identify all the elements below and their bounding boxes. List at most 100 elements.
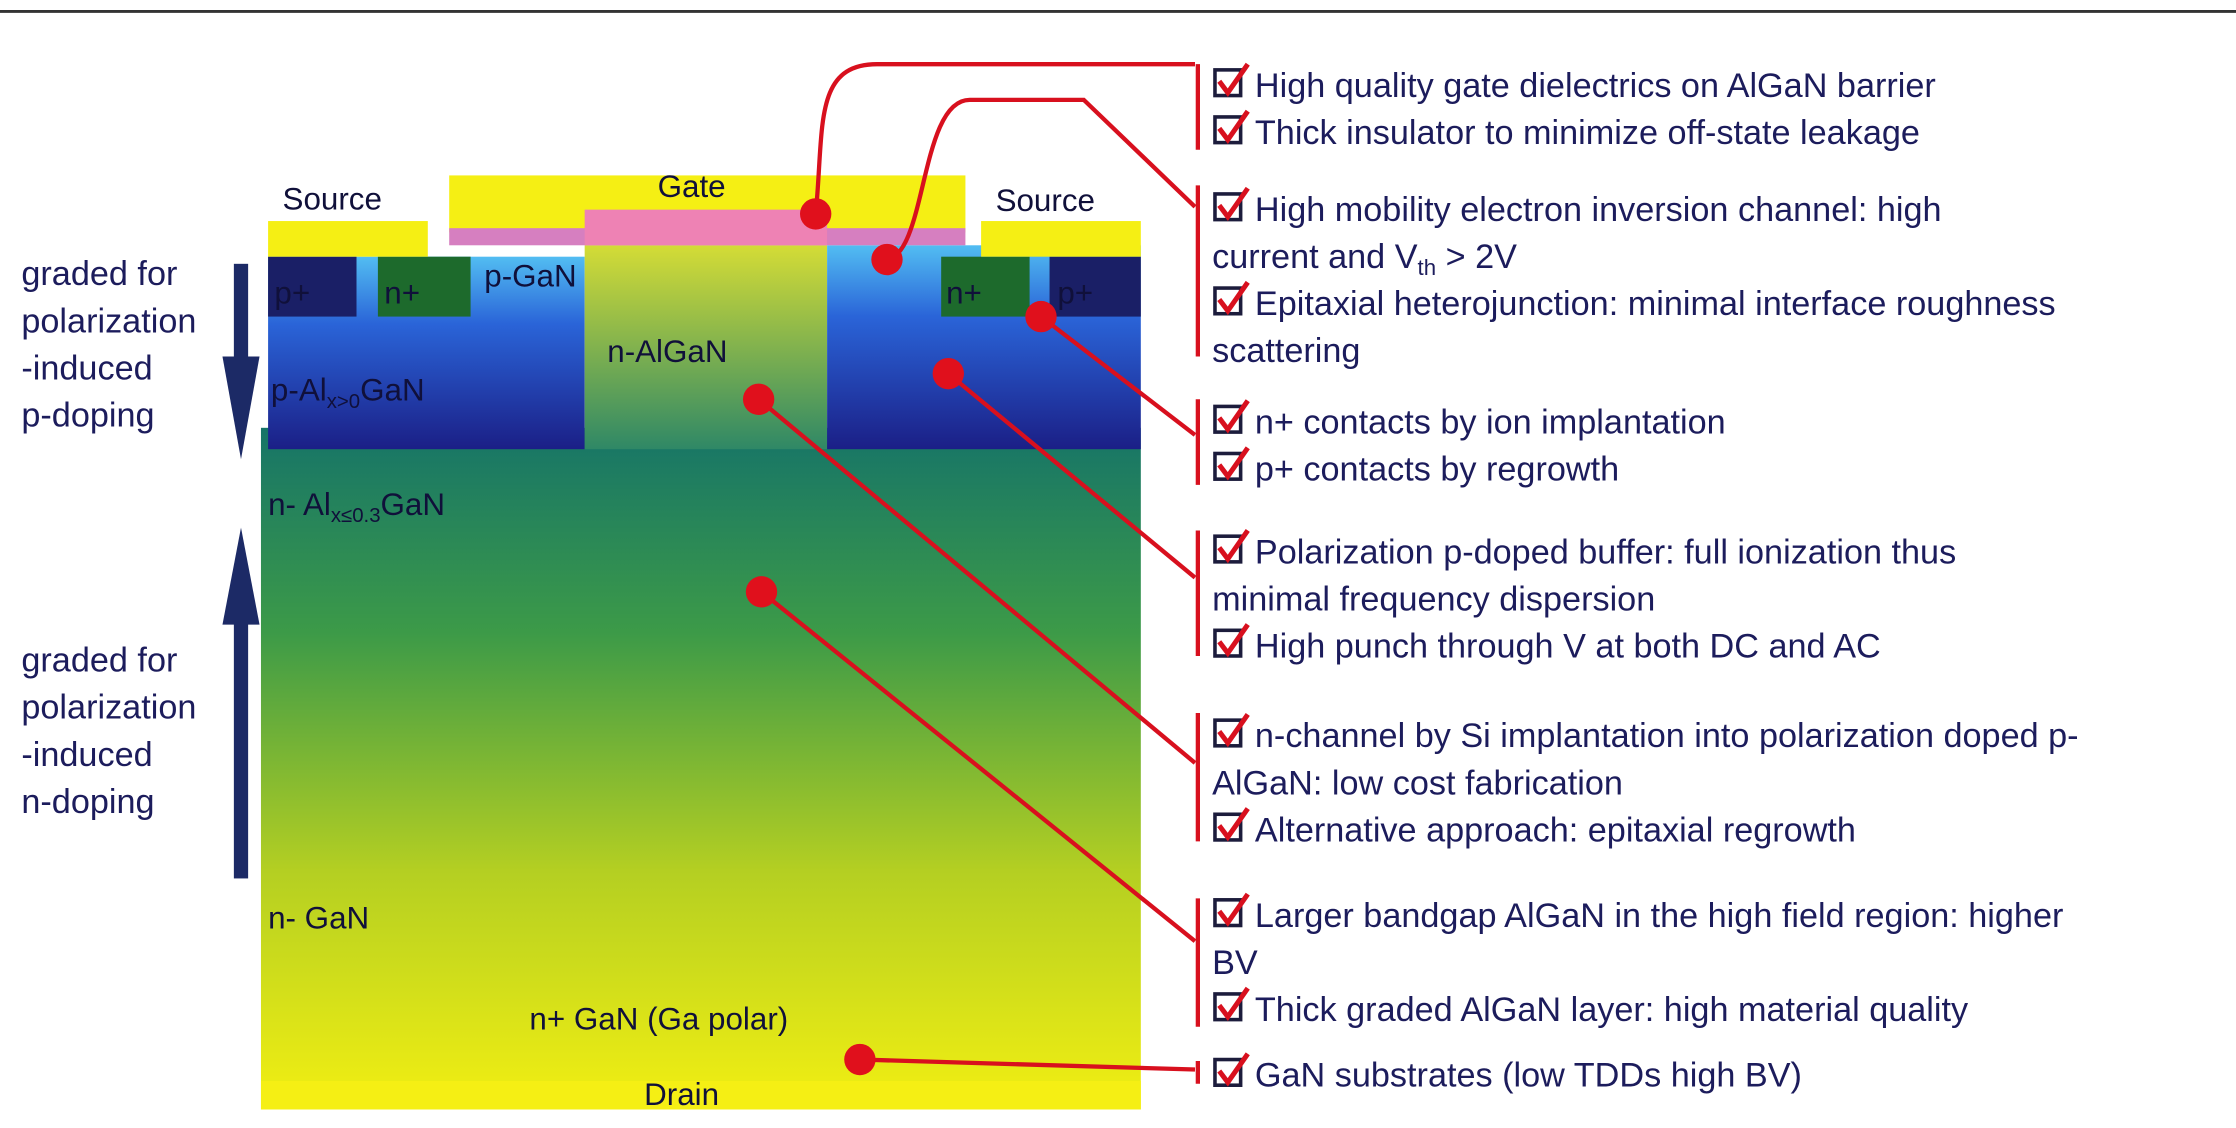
- feature-text: Thick insulator to minimize off-state le…: [1255, 114, 1920, 152]
- checkbox: [1213, 1052, 1250, 1087]
- callout: [813, 62, 1196, 215]
- dot: [844, 1043, 876, 1076]
- text-run: p-GaN: [484, 259, 576, 294]
- dot: [742, 383, 775, 415]
- callout: [946, 371, 1197, 580]
- text-run: scattering: [1212, 332, 1360, 370]
- device-label: n- Alx≤0.3GaN: [268, 487, 445, 527]
- text-run: polarization: [21, 689, 196, 727]
- dot: [871, 243, 903, 276]
- text-run: High punch through V at both DC and AC: [1255, 627, 1881, 665]
- checkmark: [1217, 529, 1250, 564]
- source-metal-left: [268, 221, 428, 257]
- side-note: n-doping: [21, 783, 154, 821]
- feature-text: High punch through V at both DC and AC: [1255, 627, 1881, 665]
- p-plus-left: [268, 256, 357, 317]
- n-algan-channel: [584, 245, 828, 450]
- text-run: graded for: [21, 255, 177, 293]
- device-label: p-GaN: [484, 259, 576, 294]
- checkmark: [1217, 280, 1250, 316]
- text-run: GaN: [381, 487, 445, 522]
- text-run: GaN: [360, 373, 424, 408]
- text-run: -induced: [21, 349, 152, 387]
- checkmark: [1217, 186, 1250, 222]
- side-note: p-doping: [21, 396, 154, 434]
- source-metal-right: [981, 221, 1141, 257]
- feature-text: BV: [1212, 944, 1258, 982]
- text-run: BV: [1212, 944, 1258, 982]
- text-run: n+: [384, 276, 420, 311]
- device-label: n- GaN: [268, 900, 369, 935]
- text-run: Thick insulator to minimize off-state le…: [1255, 114, 1920, 152]
- checkbox: [1213, 713, 1250, 748]
- checkmark: [1217, 713, 1250, 748]
- arrow-shaft: [233, 621, 249, 879]
- dot: [745, 576, 778, 608]
- device-label: Drain: [644, 1077, 719, 1112]
- checkmark: [1217, 399, 1250, 434]
- text-run: p-doping: [21, 396, 154, 434]
- feature-text: High mobility electron inversion channel…: [1255, 191, 1942, 229]
- text-run: GaN substrates (low TDDs high BV): [1255, 1057, 1802, 1095]
- feature-text: Larger bandgap AlGaN in the high field r…: [1255, 897, 2064, 935]
- device-label: Gate: [658, 169, 726, 204]
- device-label: p+: [1057, 276, 1093, 311]
- checkmark: [1217, 892, 1250, 927]
- text-run: n- Al: [268, 487, 331, 522]
- checkbox: [1213, 807, 1250, 842]
- device-label: n-AlGaN: [607, 334, 727, 369]
- text-run: n-doping: [21, 783, 154, 821]
- callout: [859, 1057, 1196, 1072]
- checkmark: [1217, 62, 1250, 97]
- device-label: n+ GaN (Ga polar): [529, 1002, 788, 1037]
- device-label: p+: [274, 276, 310, 311]
- text-run: polarization: [21, 302, 196, 340]
- checkmark: [1217, 446, 1250, 481]
- dot: [1025, 300, 1057, 333]
- callout: [886, 97, 1197, 262]
- feature-text: minimal frequency dispersion: [1212, 580, 1655, 618]
- feature-text: p+ contacts by regrowth: [1255, 451, 1619, 489]
- callout: [760, 590, 1197, 943]
- arrow-head: [222, 356, 260, 460]
- text-run: -induced: [21, 736, 152, 774]
- callout: [757, 397, 1197, 765]
- text-run: Thick graded AlGaN layer: high material …: [1255, 991, 1969, 1029]
- p-plus-right: [1049, 256, 1141, 317]
- text-run: Larger bandgap AlGaN in the high field r…: [1255, 897, 2064, 935]
- checkbox: [1213, 109, 1250, 145]
- callout-dots: [742, 198, 1057, 1076]
- checkmark: [1217, 109, 1250, 145]
- side-note: graded for: [21, 255, 177, 293]
- text-run: n+ GaN (Ga polar): [529, 1002, 788, 1037]
- checkbox: [1213, 446, 1250, 481]
- text-run: High quality gate dielectrics on AlGaN b…: [1255, 67, 1936, 105]
- side-note: graded for: [21, 642, 177, 680]
- device-label: n+: [946, 276, 982, 311]
- text-run: n- GaN: [268, 900, 369, 935]
- feature-text: n-channel by Si implantation into polari…: [1255, 717, 2079, 755]
- arrow-head: [222, 527, 260, 625]
- text-run: n-channel by Si implantation into polari…: [1255, 717, 2079, 755]
- text-run: Source: [283, 182, 382, 217]
- feature-text: High quality gate dielectrics on AlGaN b…: [1255, 67, 1936, 105]
- feature-text: Alternative approach: epitaxial regrowth: [1255, 811, 1856, 849]
- side-note: polarization: [21, 689, 196, 727]
- side-note: -induced: [21, 349, 152, 387]
- checkbox: [1213, 529, 1250, 564]
- device-label: Source: [996, 183, 1095, 218]
- gate-insulator: [584, 209, 828, 246]
- text-run: graded for: [21, 642, 177, 680]
- subscript: x≤0.3: [331, 505, 381, 527]
- n-plus-left: [377, 256, 471, 317]
- arrows: [222, 263, 260, 879]
- checkbox: [1213, 892, 1250, 928]
- feature-text: n+ contacts by ion implantation: [1255, 404, 1726, 442]
- device-label: n+: [384, 276, 420, 311]
- text-run: Epitaxial heterojunction: minimal interf…: [1255, 285, 2056, 323]
- text-run: AlGaN: low cost fabrication: [1212, 764, 1623, 802]
- text-run: High mobility electron inversion channel…: [1255, 191, 1942, 229]
- text-run: p+: [1057, 276, 1093, 311]
- checkbox: [1213, 280, 1250, 316]
